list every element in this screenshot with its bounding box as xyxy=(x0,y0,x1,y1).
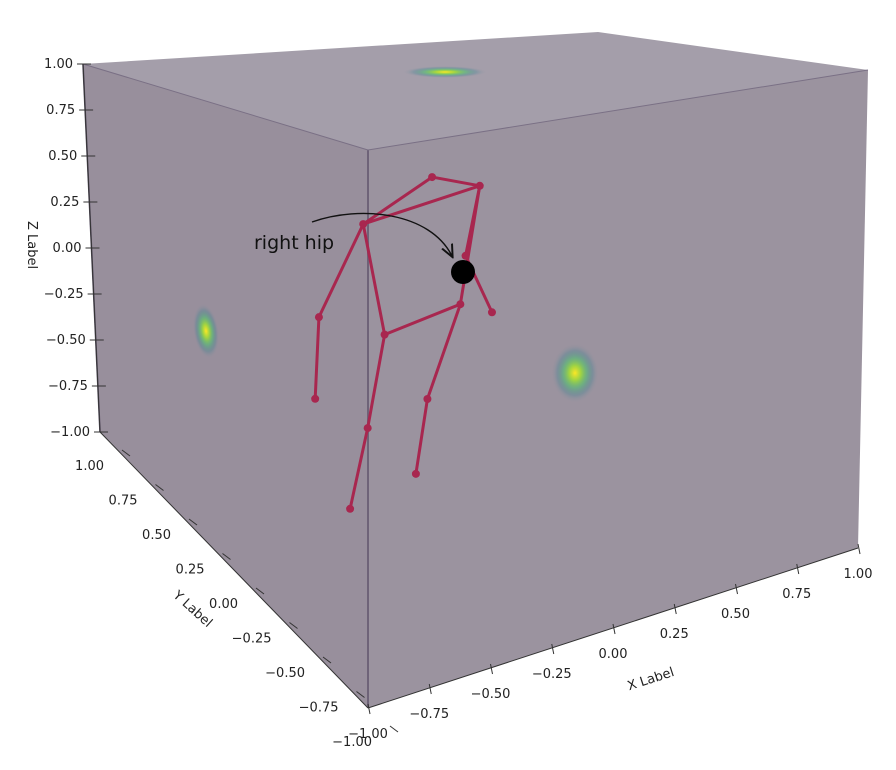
x-tick-label: 0.50 xyxy=(721,607,750,622)
annotation-label: right hip xyxy=(254,232,334,254)
joint-neck-right xyxy=(475,181,484,190)
x-tick-label: −0.25 xyxy=(532,667,572,682)
bone-left-hip-left-knee xyxy=(425,302,462,401)
z-tick-label: −0.75 xyxy=(48,379,88,394)
bone-neck-left-right-hip xyxy=(361,222,387,337)
y-tick-label: 0.75 xyxy=(109,494,138,509)
y-tick-mark xyxy=(389,725,399,733)
joint-right-knee xyxy=(363,424,372,433)
y-tick-mark xyxy=(188,518,198,526)
right-hip-annotation: right hip xyxy=(254,212,475,284)
x-axis-line xyxy=(367,547,859,709)
y-tick-label: 0.50 xyxy=(142,528,171,543)
x-tick-label: 1.00 xyxy=(844,567,873,582)
axes-box xyxy=(82,32,869,708)
joint-right-elbow xyxy=(461,251,470,260)
z-tick-label: −0.50 xyxy=(46,333,86,348)
front-wall xyxy=(368,70,868,708)
x-tick-mark xyxy=(428,683,432,695)
bone-neck-left-neck-right xyxy=(361,184,482,226)
z-tick-label: 0.75 xyxy=(46,103,75,118)
bone-right-knee-right-ankle xyxy=(348,426,370,511)
pose-skeleton xyxy=(311,173,496,513)
edge-top-right xyxy=(367,69,869,151)
y-tick-label: 0.00 xyxy=(209,597,238,612)
xz-density xyxy=(551,343,599,403)
x-tick-label: 0.75 xyxy=(782,587,811,602)
joint-head xyxy=(428,173,437,182)
y-axis-ticks: 1.00 0.75 0.50 0.25 0.00 −0.25 −0.50 −0.75 −1.00 xyxy=(75,449,399,750)
joint-left-hip xyxy=(456,300,465,309)
z-tick-label: 0.00 xyxy=(53,241,82,256)
joint-right-hip xyxy=(380,330,389,339)
y-tick-mark xyxy=(155,484,164,491)
y-axis-title: Y Label xyxy=(169,587,215,630)
y-tick-label: −0.25 xyxy=(232,632,272,647)
top-face xyxy=(83,32,868,150)
joint-left-wrist xyxy=(311,394,320,403)
joint-left-knee xyxy=(423,395,432,403)
y-axis-line xyxy=(99,431,369,709)
y-tick-label: −0.75 xyxy=(299,701,339,716)
x-tick-label: −0.50 xyxy=(471,687,511,702)
z-tick-label: −1.00 xyxy=(50,425,90,440)
joint-right-ankle xyxy=(346,504,355,513)
y-tick-mark xyxy=(121,449,131,457)
bone-head-neck-right xyxy=(430,175,482,188)
x-tick-mark xyxy=(735,583,738,595)
bone-right-hip-right-knee xyxy=(366,333,387,430)
x-tick-label: 0.25 xyxy=(660,627,689,642)
x-tick-mark xyxy=(367,703,371,715)
z-tick-label: 1.00 xyxy=(44,57,73,72)
bone-neck-right-left-hip xyxy=(458,184,482,306)
bone-neck-left-left-elbow xyxy=(317,222,365,319)
z-axis-ticks: −1.00 −0.75 −0.50 −0.25 0.00 0.25 0.50 0.75 1.00 xyxy=(44,57,108,440)
y-tick-label: −0.50 xyxy=(265,666,305,681)
y-tick-label: 1.00 xyxy=(75,459,104,474)
bone-right-hip-left-hip xyxy=(383,302,462,337)
z-axis-title: Z Label xyxy=(24,221,39,269)
x-tick-label: −1.00 xyxy=(348,727,388,742)
x-tick-mark xyxy=(612,623,616,635)
joint-neck-left xyxy=(359,220,368,229)
left-wall xyxy=(83,64,368,708)
bone-head-neck-left xyxy=(361,175,434,226)
x-tick-mark xyxy=(857,543,861,555)
edge-top-left xyxy=(82,63,369,151)
y-tick-mark xyxy=(322,656,332,664)
density-projections xyxy=(192,66,599,403)
bone-left-knee-left-ankle xyxy=(414,397,429,476)
x-tick-label: 0.00 xyxy=(599,647,628,662)
bone-left-elbow-left-wrist xyxy=(313,315,321,401)
x-tick-label: −0.75 xyxy=(409,707,449,722)
z-tick-label: 0.50 xyxy=(48,149,77,164)
x-tick-mark xyxy=(796,563,800,575)
z-tick-label: −0.25 xyxy=(44,287,84,302)
x-tick-mark xyxy=(551,643,555,655)
joint-right-wrist xyxy=(487,308,496,317)
y-tick-mark xyxy=(356,691,365,698)
x-axis-ticks: −1.00 −0.75 −0.50 −0.25 0.00 0.25 0.50 0.75 1.00 xyxy=(348,543,873,742)
x-tick-mark xyxy=(673,603,677,615)
x-axis-title: X Label xyxy=(626,665,676,694)
joint-left-ankle xyxy=(411,469,420,478)
y-tick-label: 0.25 xyxy=(176,563,205,578)
xy-density xyxy=(403,66,487,78)
z-tick-label: 0.25 xyxy=(50,195,79,210)
yz-density xyxy=(192,303,220,359)
y-tick-mark xyxy=(289,622,298,629)
y-tick-mark xyxy=(222,553,231,560)
x-tick-mark xyxy=(490,663,493,675)
y-tick-label: −1.00 xyxy=(332,735,372,750)
right-hip-marker xyxy=(451,260,475,284)
joint-left-elbow xyxy=(314,313,323,322)
annotation-arrow xyxy=(311,212,452,256)
y-tick-mark xyxy=(255,587,265,595)
